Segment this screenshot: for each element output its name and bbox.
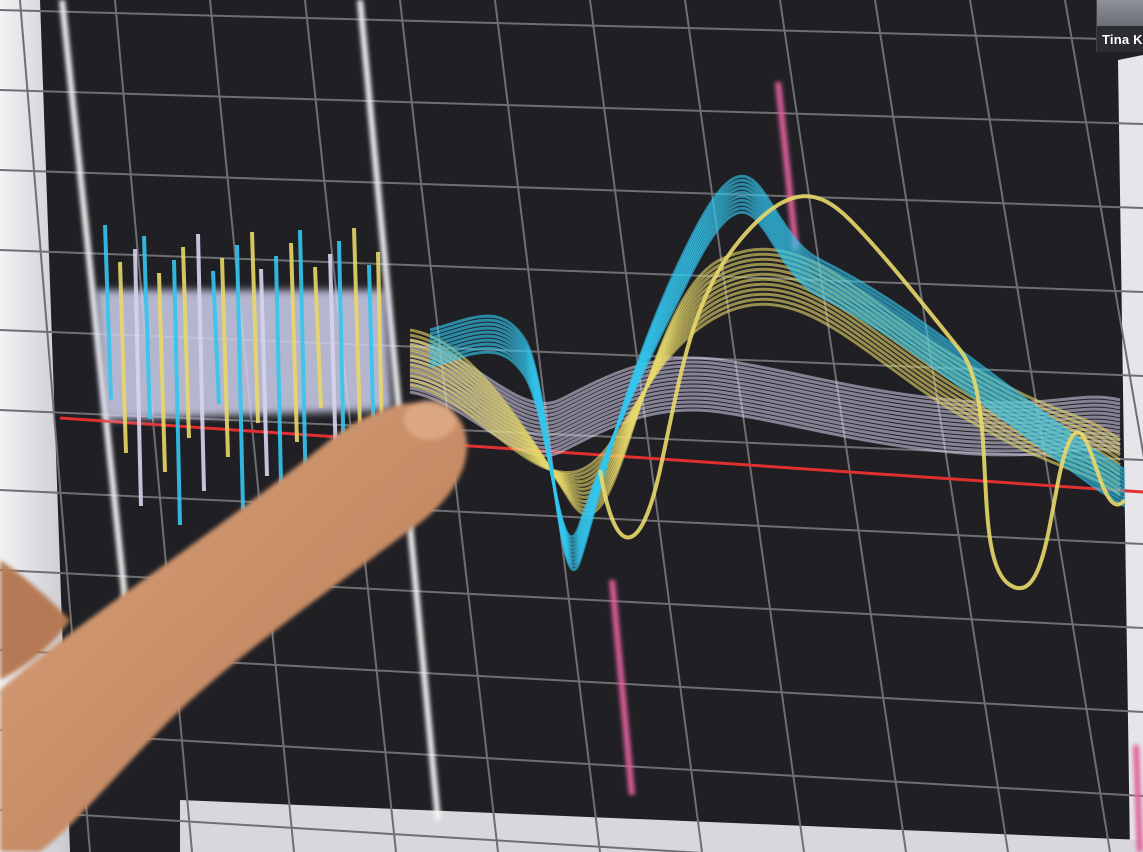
burst-trace (220, 257, 230, 458)
grid-line-horizontal (0, 489, 1143, 545)
monitor-bezel-bottom (180, 800, 1143, 852)
burst-trace (103, 224, 113, 401)
grid-line-vertical (684, 0, 805, 852)
participant-video-thumbnail (1097, 0, 1143, 26)
burst-trace (211, 270, 221, 405)
burst-trace (181, 246, 191, 439)
burst-trace (313, 266, 323, 409)
trace-yellow (409, 302, 1121, 497)
trace-yellow (409, 287, 1121, 484)
grid-line-horizontal (0, 169, 1143, 209)
trace-yellow (409, 297, 1121, 492)
grid-line-horizontal (0, 729, 1143, 797)
finger-pointer-icon (0, 400, 467, 852)
participant-name: Tina K (1102, 32, 1143, 47)
burst-trace (235, 244, 245, 511)
grid-line-horizontal (0, 809, 703, 852)
burst-trace (328, 253, 338, 462)
burst-trace (142, 235, 152, 420)
trace-yellow (409, 292, 1121, 487)
grid-line-vertical (209, 0, 295, 852)
grid-line-vertical (779, 0, 907, 852)
grid-line-horizontal (0, 249, 1143, 293)
cursor-markers (609, 81, 1143, 852)
grid-line-vertical (589, 0, 703, 852)
monitor-bezel-right (1118, 55, 1143, 852)
grid-line-horizontal (0, 89, 1143, 125)
waveform-traces (409, 174, 1127, 590)
burst-trace (172, 259, 182, 526)
participant-tile[interactable]: Tina K (1096, 0, 1143, 52)
burst-trace (157, 272, 167, 473)
trace-yellow-outlier (598, 194, 1127, 590)
grid-line-horizontal (0, 9, 1143, 41)
burst-trace (250, 231, 260, 424)
burst-trace (196, 233, 206, 492)
burst-trace (259, 268, 269, 477)
burst-trace (352, 227, 362, 428)
burst-trace (133, 248, 143, 507)
signal-burst (95, 224, 392, 534)
burst-trace (118, 261, 128, 454)
grid-line-vertical (1064, 0, 1143, 458)
burst-trace (298, 229, 308, 496)
burst-trace (289, 242, 299, 443)
